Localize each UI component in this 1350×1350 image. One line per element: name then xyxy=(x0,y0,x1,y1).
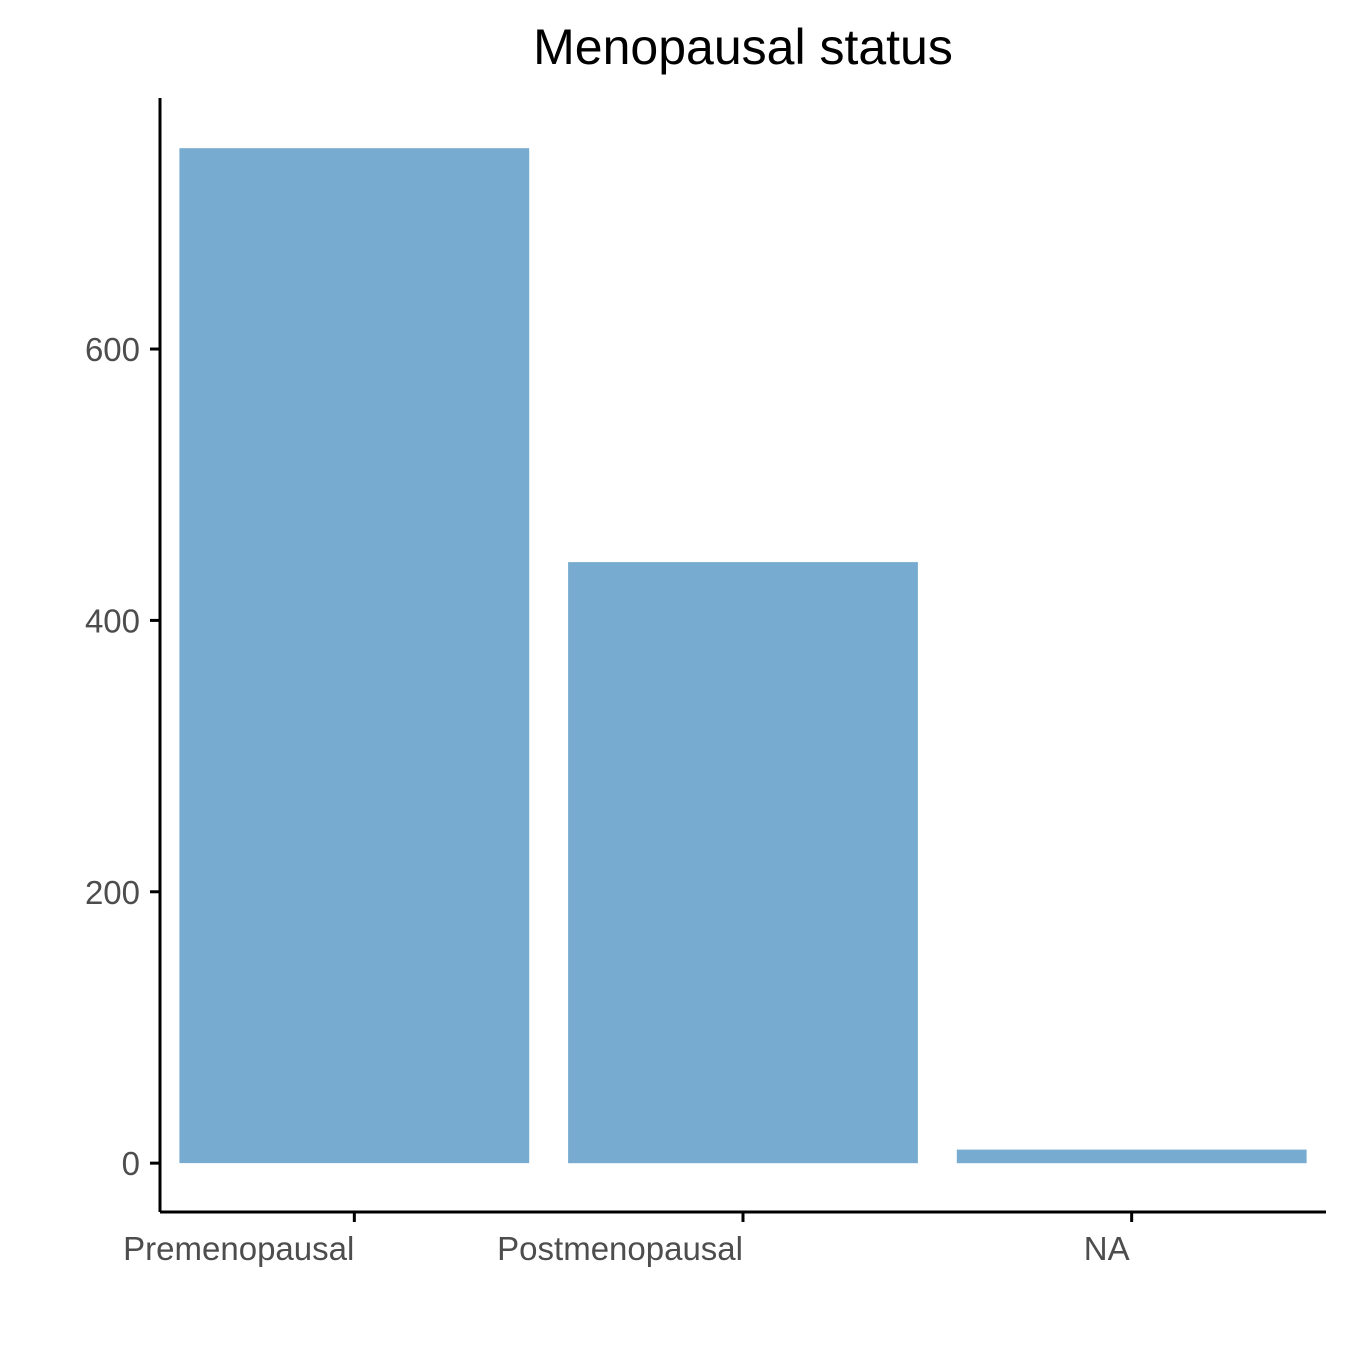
x-tick-label: Postmenopausal xyxy=(497,1230,743,1267)
x-tick-label: Premenopausal xyxy=(123,1230,354,1267)
y-tick-label: 0 xyxy=(122,1145,140,1182)
y-axis-ticks: 0 200 400 600 xyxy=(85,331,160,1182)
x-axis-ticks: Premenopausal Postmenopausal NA xyxy=(123,1212,1134,1267)
y-tick-label: 400 xyxy=(85,602,140,639)
x-tick-label: NA xyxy=(1084,1230,1130,1267)
bars xyxy=(179,148,1307,1164)
y-tick-label: 600 xyxy=(85,331,140,368)
bar-premenopausal xyxy=(179,148,530,1164)
bar-na xyxy=(956,1149,1307,1164)
y-tick-label: 200 xyxy=(85,874,140,911)
chart-title: Menopausal status xyxy=(533,19,953,75)
bar-postmenopausal xyxy=(568,562,918,1164)
